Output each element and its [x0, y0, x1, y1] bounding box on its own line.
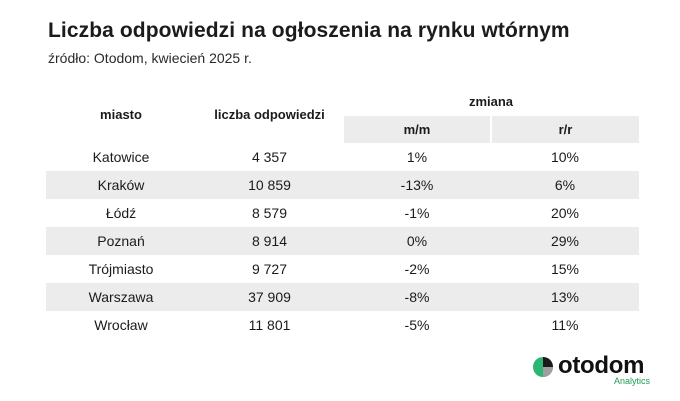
cell-rr: 11% [551, 317, 579, 333]
cell-rr: 20% [550, 205, 580, 221]
cell-rr: 6% [554, 177, 576, 193]
cell-rr: 29% [550, 233, 580, 249]
header-rr: r/r [492, 116, 639, 143]
cell-mm: -2% [404, 261, 430, 277]
cell-count: 4 357 [251, 149, 288, 165]
cell-count: 8 914 [251, 233, 288, 249]
cell-city: Kraków [97, 177, 145, 193]
table-header: miasto liczba odpowiedzi zmiana m/m r/r [46, 87, 639, 143]
table-row: Łódź 8 579 -1% 20% [46, 199, 639, 227]
cell-city: Łódź [105, 205, 137, 221]
table-row: Kraków 10 859 -13% 6% [46, 171, 639, 199]
data-table: miasto liczba odpowiedzi zmiana m/m r/r … [46, 87, 639, 339]
header-change: zmiana [468, 94, 514, 109]
cell-count: 11 801 [248, 317, 291, 333]
cell-mm: 0% [406, 233, 428, 249]
header-city: miasto [100, 107, 142, 122]
cell-rr: 15% [550, 261, 580, 277]
cell-count: 8 579 [251, 205, 288, 221]
cell-city: Wrocław [94, 317, 148, 333]
otodom-logo-icon [533, 357, 553, 377]
cell-city: Poznań [97, 233, 145, 249]
header-count: liczba odpowiedzi [214, 107, 325, 122]
cell-mm: -1% [404, 205, 430, 221]
cell-mm: 1% [406, 149, 428, 165]
cell-city: Warszawa [88, 289, 154, 305]
cell-rr: 13% [550, 289, 580, 305]
cell-mm: -5% [404, 317, 430, 333]
cell-count: 10 859 [248, 177, 291, 193]
cell-count: 37 909 [248, 289, 291, 305]
cell-city: Katowice [92, 149, 150, 165]
cell-rr: 10% [550, 149, 580, 165]
cell-count: 9 727 [251, 261, 288, 277]
table-row: Warszawa 37 909 -8% 13% [46, 283, 639, 311]
cell-city: Trójmiasto [88, 261, 154, 277]
table-row: Poznań 8 914 0% 29% [46, 227, 639, 255]
cell-mm: -13% [400, 177, 434, 193]
table-row: Wrocław 11 801 -5% 11% [46, 311, 639, 339]
chart-title: Liczba odpowiedzi na ogłoszenia na rynku… [48, 19, 570, 42]
header-mm: m/m [344, 116, 490, 143]
cell-mm: -8% [404, 289, 430, 305]
logo-subtitle: Analytics [613, 376, 650, 386]
chart-subtitle: źródło: Otodom, kwiecień 2025 r. [48, 50, 252, 66]
otodom-logo: otodom Analytics [532, 352, 652, 388]
logo-wordmark: otodom [558, 352, 645, 379]
table-row: Trójmiasto 9 727 -2% 15% [46, 255, 639, 283]
table-row: Katowice 4 357 1% 10% [46, 143, 639, 171]
